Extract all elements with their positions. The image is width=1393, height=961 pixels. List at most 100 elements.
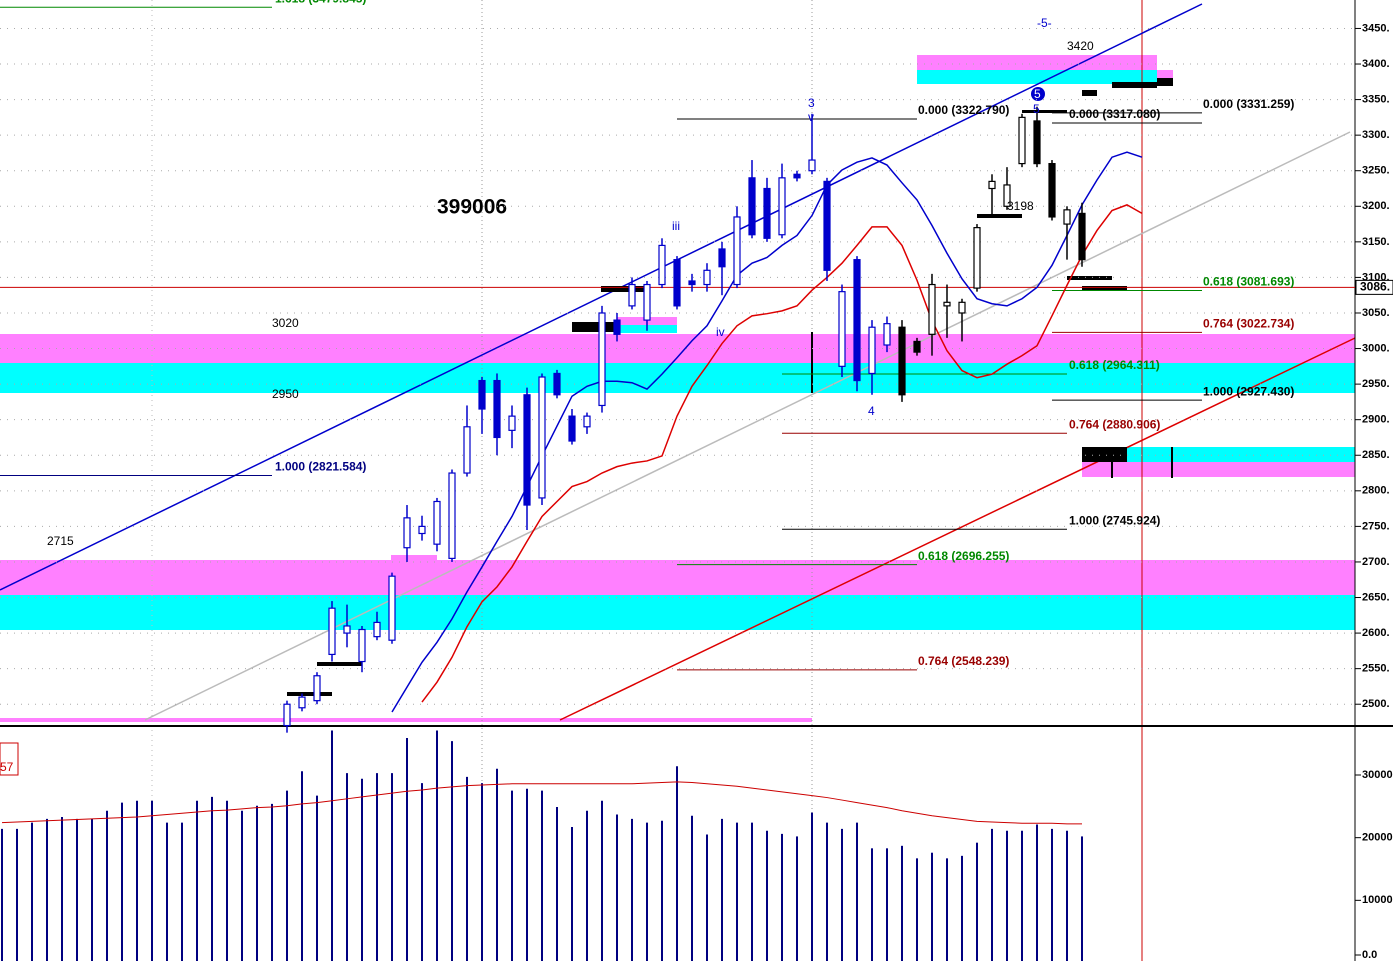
candle-body <box>763 187 771 239</box>
annotation: 4 <box>868 404 875 418</box>
candle-body <box>388 575 396 641</box>
candle-body <box>283 703 291 727</box>
level-bar <box>1022 110 1067 113</box>
price-axis: 2500. 2550. 2600. 2650. 2700. 2750. 2800. 2850.… <box>0 22 1393 961</box>
level-bar <box>287 692 332 696</box>
candle-body <box>493 379 501 439</box>
candle-body <box>808 159 816 172</box>
candle-body <box>523 394 531 506</box>
annotation: 3020 <box>272 316 299 330</box>
candle-body <box>988 180 996 190</box>
y-tick-label: 30000 <box>1362 769 1393 781</box>
annotation: iii <box>672 219 680 233</box>
fib-label: 0.000 (3331.259) <box>1203 97 1294 111</box>
level-bar <box>1067 276 1112 280</box>
y-tick-label: 2750. <box>1362 520 1390 532</box>
fib-label: 0.618 (2964.311) <box>1069 358 1160 372</box>
annotation: 2950 <box>272 387 299 401</box>
fib-label: 1.000 (2821.584) <box>275 460 366 474</box>
candle-body <box>913 340 921 353</box>
candle-body <box>478 379 486 410</box>
candle-body <box>553 372 561 396</box>
candle-body <box>928 283 936 335</box>
candle-body <box>463 426 471 474</box>
candle-body <box>628 283 636 307</box>
volume-ma <box>1 781 1082 825</box>
candle-body <box>583 415 591 428</box>
trendline <box>0 3 1203 591</box>
fib-label: 0.618 (2696.255) <box>918 549 1009 563</box>
fib-label: 1.618 (3479.845) <box>275 0 366 5</box>
zone <box>0 595 1355 630</box>
level-bar <box>1082 447 1127 462</box>
zone <box>917 70 1157 84</box>
candle-body <box>658 244 666 286</box>
last-price-label: 3086. <box>1360 280 1390 294</box>
y-tick-label: 2600. <box>1362 627 1390 639</box>
trendline <box>144 131 1351 721</box>
candle-body <box>673 259 681 307</box>
zone <box>0 718 812 722</box>
zone <box>0 560 1355 595</box>
y-tick-label: 3300. <box>1362 129 1390 141</box>
y-tick-label: 2500. <box>1362 698 1390 710</box>
annotation: 5 <box>1033 102 1040 116</box>
y-tick-label: 3200. <box>1362 200 1390 212</box>
fib-label: 0.764 (2548.239) <box>918 654 1009 668</box>
candle-body <box>733 216 741 286</box>
zone <box>391 555 437 560</box>
candle-body <box>508 415 516 431</box>
y-tick-label: 3150. <box>1362 236 1390 248</box>
candle-body <box>793 173 801 179</box>
zone <box>1082 462 1355 477</box>
candle-body <box>1018 116 1026 165</box>
level-bar <box>1082 90 1097 96</box>
y-tick-label: 3050. <box>1362 307 1390 319</box>
candle-body <box>1003 184 1011 207</box>
candle-body <box>718 248 726 268</box>
candle-body <box>778 177 786 236</box>
y-tick-label: 2700. <box>1362 556 1390 568</box>
fib-label: 1.000 (2745.924) <box>1069 513 1160 527</box>
candle-body <box>853 259 861 382</box>
candle-body <box>358 628 366 663</box>
candle-body <box>1048 163 1056 218</box>
candle-body <box>643 283 651 321</box>
fib-label: 0.000 (3322.790) <box>918 103 1009 117</box>
level-bar <box>317 662 362 666</box>
candle-body <box>838 291 846 367</box>
level-bar <box>572 322 617 332</box>
y-tick-label: 3450. <box>1362 22 1390 34</box>
moving-average <box>391 151 1143 713</box>
candle-body <box>448 472 456 559</box>
indicator-box <box>0 742 19 776</box>
zone <box>0 363 1355 393</box>
annotation: v <box>808 110 814 124</box>
moving-average <box>421 204 1143 703</box>
y-tick-label: 3000. <box>1362 342 1390 354</box>
level-bar <box>1082 286 1127 290</box>
y-tick-label: 2950. <box>1362 378 1390 390</box>
candle-body <box>868 326 876 375</box>
candle-body <box>958 301 966 314</box>
candle-body <box>418 525 426 535</box>
candle-body <box>313 675 321 702</box>
fib-label: 0.764 (3022.734) <box>1203 317 1294 331</box>
candle-body <box>943 301 951 307</box>
y-tick-label: 3250. <box>1362 165 1390 177</box>
level-bars <box>287 78 1173 696</box>
annotation: 5 <box>1034 87 1041 101</box>
candle-body <box>403 517 411 549</box>
candle-body <box>898 326 906 396</box>
zone <box>1082 447 1355 462</box>
candle-body <box>1063 209 1071 225</box>
candle-body <box>538 376 546 499</box>
candle-body <box>823 180 831 271</box>
fib-label: 0.000 (3317.080) <box>1069 107 1160 121</box>
candle-body <box>373 621 381 638</box>
y-tick-label: 2850. <box>1362 449 1390 461</box>
annotation: 3 <box>808 96 815 110</box>
y-tick-label: 0.0 <box>1362 949 1377 961</box>
